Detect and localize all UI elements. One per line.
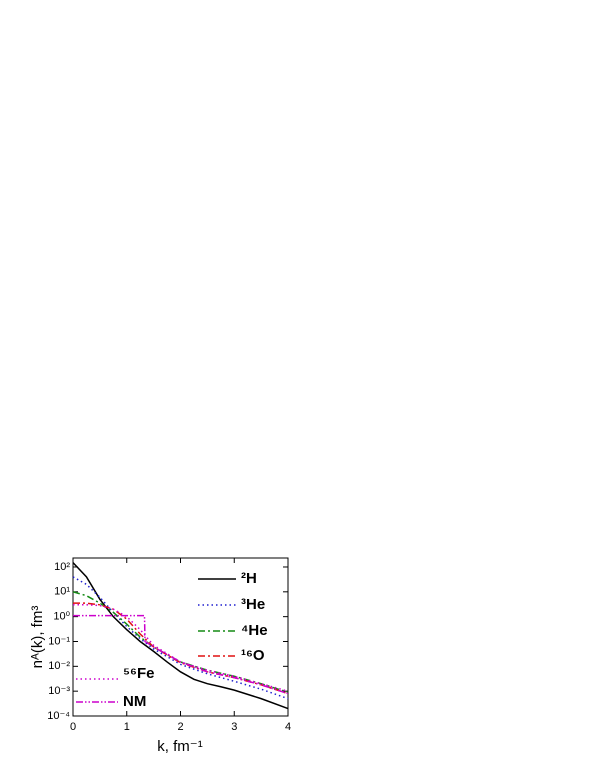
- y-tick-label: 10⁰: [53, 611, 70, 623]
- y-tick-label: 10⁻¹: [48, 635, 70, 647]
- y-tick-label: 10⁻²: [48, 660, 70, 672]
- y-tick-label: 10⁻⁴: [47, 710, 70, 722]
- legend-label: ⁵⁶Fe: [123, 665, 154, 682]
- x-tick-label: 4: [285, 721, 291, 733]
- x-tick-label: 3: [231, 721, 237, 733]
- x-tick-label: 0: [70, 721, 76, 733]
- series-line: [72, 576, 289, 700]
- y-tick-label: 10¹: [54, 586, 70, 598]
- series-line: [72, 562, 289, 710]
- y-axis-label: nᴬ(k), fm³: [29, 606, 46, 669]
- legend-label: ²H: [241, 570, 257, 587]
- y-tick-label: 10⁻³: [48, 685, 70, 697]
- x-axis-label: k, fm⁻¹: [157, 738, 202, 755]
- x-tick-label: 2: [177, 721, 183, 733]
- legend-label: ³He: [241, 596, 265, 613]
- series-line: [73, 614, 289, 695]
- legend-label: NM: [123, 693, 146, 710]
- legend-label: ¹⁶O: [241, 647, 265, 664]
- legend-label: ⁴He: [241, 622, 268, 639]
- y-tick-label: 10²: [54, 561, 70, 573]
- x-tick-label: 1: [124, 721, 130, 733]
